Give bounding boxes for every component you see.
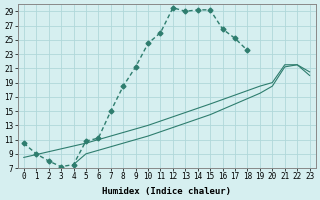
X-axis label: Humidex (Indice chaleur): Humidex (Indice chaleur) (102, 187, 231, 196)
